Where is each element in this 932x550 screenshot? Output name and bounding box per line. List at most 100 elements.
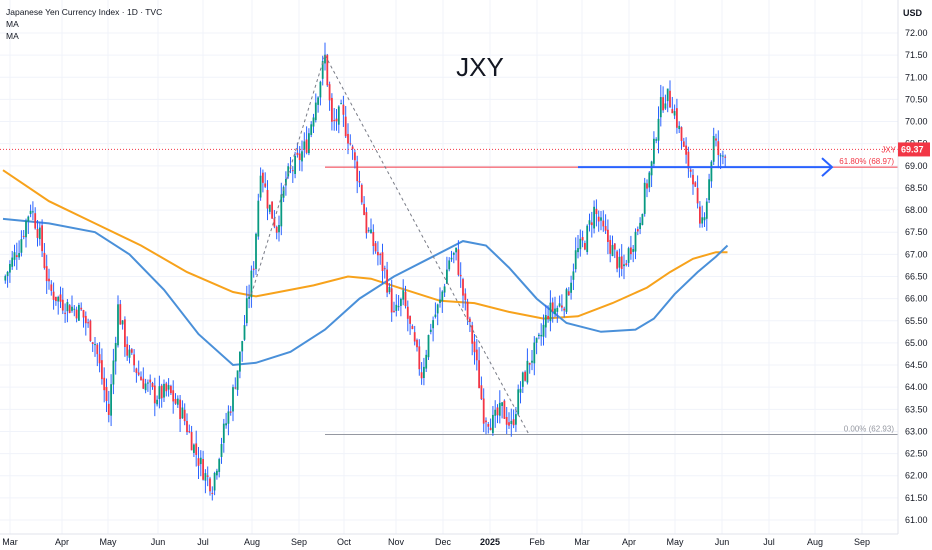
- candle-body: [216, 470, 218, 476]
- candle-body: [18, 253, 20, 258]
- candle-body: [616, 251, 618, 269]
- candle-body: [213, 472, 216, 491]
- candle-body: [452, 252, 455, 255]
- candle-body: [630, 247, 632, 255]
- candle-body: [32, 211, 34, 213]
- x-tick-label: 2025: [480, 537, 500, 547]
- candle-body: [344, 116, 347, 137]
- candle-body: [80, 307, 83, 310]
- price-axis[interactable]: 72.0071.5071.0070.5070.0069.5069.0068.50…: [881, 0, 932, 550]
- candle-body: [209, 478, 211, 492]
- candle-body: [646, 183, 648, 189]
- candle-body: [542, 324, 545, 337]
- candle-body: [503, 400, 506, 419]
- candle-body: [174, 399, 177, 404]
- chart-title: JXY: [456, 52, 504, 82]
- candle-body: [480, 385, 483, 400]
- candle-body: [533, 342, 536, 364]
- candle-body: [133, 354, 135, 366]
- candle-body: [597, 216, 600, 222]
- x-tick-label: Apr: [55, 537, 69, 547]
- candle-body: [190, 432, 193, 451]
- candle-body: [367, 230, 370, 232]
- arrow-right-icon: [821, 157, 834, 177]
- candle-body: [43, 252, 46, 268]
- candle-body: [268, 204, 271, 212]
- candle-body: [535, 337, 538, 343]
- candle-body: [193, 444, 195, 453]
- candle-body: [418, 346, 421, 370]
- candle-body: [195, 443, 198, 455]
- candle-body: [57, 296, 60, 302]
- candle-body: [620, 256, 623, 269]
- candle-body: [9, 263, 11, 273]
- candle-body: [126, 344, 129, 356]
- candle-body: [400, 298, 402, 306]
- candle-body: [586, 225, 589, 252]
- candle-body: [117, 304, 119, 346]
- candle-body: [473, 341, 476, 353]
- candle-body: [328, 84, 331, 101]
- candle-body: [360, 184, 363, 203]
- candle-body: [609, 239, 612, 254]
- candle-body: [130, 349, 133, 353]
- candle-body: [370, 229, 372, 233]
- y-tick-label: 63.50: [905, 404, 928, 414]
- candle-body: [429, 329, 432, 332]
- x-tick-label: Mar: [2, 537, 18, 547]
- candle-body: [406, 306, 409, 319]
- candle-body: [457, 249, 460, 275]
- candle-body: [13, 252, 16, 260]
- candle-body: [466, 301, 469, 320]
- candle-body: [531, 360, 533, 363]
- x-tick-label: Mar: [574, 537, 590, 547]
- candle-body: [703, 217, 706, 221]
- x-tick-label: Sep: [291, 537, 307, 547]
- candle-body: [363, 203, 365, 216]
- x-tick-label: May: [99, 537, 117, 547]
- candle-body: [114, 342, 117, 362]
- drawings: [0, 54, 898, 435]
- candle-body: [183, 409, 186, 422]
- candle-body: [634, 231, 637, 252]
- candle-body: [519, 388, 522, 393]
- candle-body: [156, 399, 158, 405]
- x-tick-label: May: [666, 537, 684, 547]
- candle-body: [271, 201, 273, 219]
- time-axis-bg: [0, 534, 932, 550]
- candle-body: [563, 308, 566, 311]
- ma-indicator-label[interactable]: MA: [6, 19, 19, 29]
- candle-body: [524, 371, 526, 381]
- candle-body: [567, 291, 570, 296]
- candle-body: [38, 227, 41, 240]
- candle-body: [510, 420, 513, 424]
- candle-body: [581, 237, 584, 241]
- y-tick-label: 67.50: [905, 227, 928, 237]
- candle-body: [50, 284, 53, 291]
- candle-body: [149, 379, 152, 383]
- candle-body: [29, 210, 32, 215]
- candle-body: [351, 146, 354, 150]
- candle-body: [694, 182, 697, 187]
- candle-body: [101, 360, 103, 380]
- candle-body: [482, 398, 485, 424]
- candle-body: [579, 238, 582, 250]
- candle-body: [489, 427, 492, 431]
- candle-body: [75, 309, 78, 319]
- candle-body: [202, 458, 204, 480]
- y-tick-label: 64.00: [905, 382, 928, 392]
- candle-body: [220, 444, 223, 457]
- candle-body: [239, 351, 241, 372]
- x-tick-label: Oct: [337, 537, 352, 547]
- candle-body: [45, 266, 48, 282]
- candle-body: [262, 172, 264, 183]
- candle-body: [61, 299, 64, 311]
- candle-body: [20, 239, 23, 253]
- candle-body: [227, 411, 230, 424]
- candle-body: [409, 315, 411, 324]
- time-axis[interactable]: Mar Apr May Jun Jul Aug Sep Oct Nov Dec 2025 Feb Mar…: [0, 533, 932, 550]
- ma-indicator-label[interactable]: MA: [6, 31, 19, 41]
- x-tick-label: Dec: [435, 537, 452, 547]
